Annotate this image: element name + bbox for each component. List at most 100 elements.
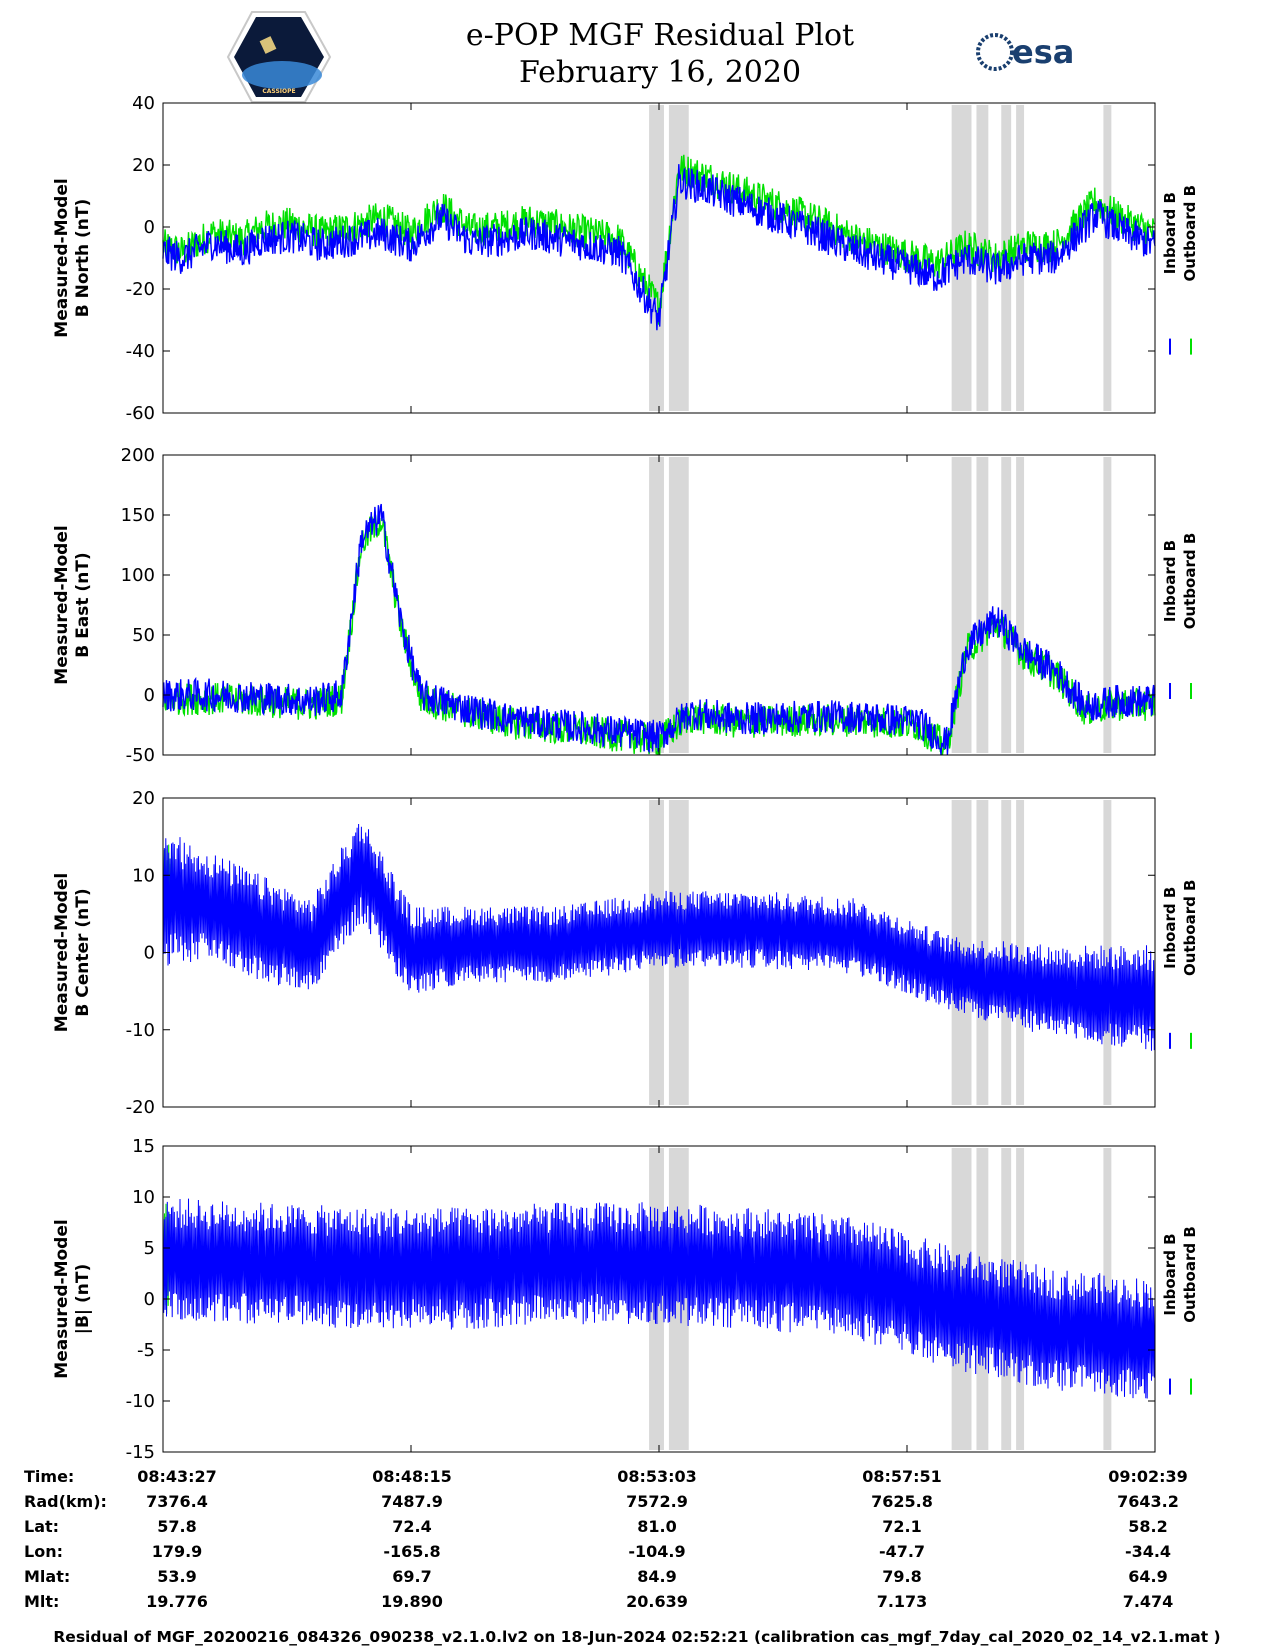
data-gap-7 [1103,105,1112,411]
x-tick-label-time: 08:43:27 [137,1467,217,1486]
data-gap-1 [649,457,664,753]
y-tick-label: -5 [137,1340,155,1361]
legend: Inboard B Outboard B [1161,879,1199,1049]
y-tick-label: -60 [126,403,155,424]
series-inboard-line [162,1198,1156,1399]
legend-inboard-label: Inboard B [1161,887,1179,969]
table-row-label: Rad(km): [24,1492,107,1511]
data-gap-3 [951,800,972,1105]
y-tick-label: -10 [126,1391,155,1412]
data-gap-5 [1001,800,1012,1105]
table-cell: 69.7 [392,1567,431,1586]
table-cell: 84.9 [637,1567,676,1586]
table-cell: -104.9 [628,1542,685,1561]
data-gap-2 [668,800,689,1105]
data-gap-2 [668,1148,689,1450]
legend-outboard-label: Outboard B [1181,533,1199,630]
table-cell: 7643.2 [1117,1492,1179,1511]
y-axis-label-line1: Measured-Model [52,178,72,337]
table-cell: 53.9 [157,1567,196,1586]
chart-title-line1: e-POP MGF Residual Plot [466,18,854,53]
data-gap-2 [668,105,689,411]
table-row-label: Lat: [24,1517,59,1536]
legend: Inboard B Outboard B [1161,533,1199,699]
y-axis-label-line1: Measured-Model [52,1219,72,1378]
footer-caption: Residual of MGF_20200216_084326_090238_v… [53,1628,1220,1646]
esa-logo: esa [976,33,1074,71]
series-inboard-line [162,503,1156,755]
table-cell: -34.4 [1125,1542,1171,1561]
data-gap-3 [951,457,972,753]
table-cell: 7487.9 [381,1492,443,1511]
table-cell: -165.8 [383,1542,440,1561]
data-gap-1 [649,105,664,411]
data-gap-2 [668,457,689,753]
y-axis-label-line1: Measured-Model [52,525,72,684]
esa-logo-text: esa [1012,33,1074,71]
y-tick-label: -20 [126,1097,155,1118]
x-tick-label-time: 08:53:03 [617,1467,697,1486]
table-cell: 72.4 [392,1517,431,1536]
table-cell: 7625.8 [871,1492,933,1511]
table-row-label: Time: [24,1467,74,1486]
legend-outboard-label: Outboard B [1181,185,1199,282]
panel-2: 200 150 100 50 0 -50 Measured-Model B East (nT)… [52,445,1199,766]
y-axis-label-line2: B East (nT) [73,552,93,657]
legend: Inboard B Outboard B [1161,1226,1199,1395]
table-cell: 58.2 [1128,1517,1167,1536]
table-cell: -47.7 [879,1542,925,1561]
legend-inboard-label: Inboard B [1161,540,1179,622]
table-cell: 7376.4 [146,1492,208,1511]
y-tick-label: 5 [144,1238,155,1259]
table-cell: 19.890 [381,1592,443,1611]
y-tick-label: -40 [126,341,155,362]
series-inboard-line [162,823,1156,1051]
y-axis-label-line2: |B| (nT) [73,1264,93,1335]
y-tick-label: -20 [126,279,155,300]
y-tick-label: 0 [144,1289,155,1310]
y-tick-label: 15 [132,1136,155,1157]
table-row-label: Mlt: [24,1592,59,1611]
y-tick-label: -10 [126,1020,155,1041]
data-gap-6 [1016,800,1025,1105]
y-tick-label: 0 [144,685,155,706]
y-axis-label-line1: Measured-Model [52,873,72,1032]
table-row-label: Mlat: [24,1567,70,1586]
table-cell: 7.173 [877,1592,928,1611]
y-tick-label: 0 [144,217,155,238]
panel-4: 15 10 5 0 -5 -10 -15 Measured-Model |B| (nT) Inbo… [52,1136,1199,1463]
y-tick-label: 20 [132,788,155,809]
table-cell: 19.776 [146,1592,208,1611]
table-cell: 57.8 [157,1517,196,1536]
x-tick-label-time: 09:02:39 [1108,1467,1188,1486]
y-tick-label: 10 [132,865,155,886]
legend: Inboard B Outboard B [1161,185,1199,355]
data-gap-7 [1103,457,1112,753]
table-cell: 81.0 [637,1517,676,1536]
data-gap-5 [1001,457,1012,753]
y-tick-label: 20 [132,155,155,176]
table-cell: 179.9 [152,1542,203,1561]
table-cell: 79.8 [882,1567,921,1586]
table-cell: 72.1 [882,1517,921,1536]
panel-1: 40 20 0 -20 -40 -60 Measured-Model B North (nT)… [52,93,1199,424]
y-tick-label: 200 [121,445,155,466]
data-gap-7 [1103,800,1112,1105]
x-tick-label-time: 08:57:51 [862,1467,942,1486]
legend-outboard-label: Outboard B [1181,879,1199,976]
series-inboard-line [162,164,1156,331]
y-tick-label: 150 [121,505,155,526]
y-tick-label: 10 [132,1187,155,1208]
chart-title-line2: February 16, 2020 [519,55,801,90]
cassiope-logo-text: CASSIOPE [262,88,295,95]
table-cell: 7.474 [1123,1592,1174,1611]
y-tick-label: -50 [126,745,155,766]
data-gap-4 [976,457,989,753]
data-gap-7 [1103,1148,1112,1450]
y-tick-label: -15 [126,1442,155,1463]
table-cell: 64.9 [1128,1567,1167,1586]
y-axis-label-line2: B Center (nT) [73,888,93,1016]
y-tick-label: 0 [144,943,155,964]
y-axis-label-line2: B North (nT) [73,199,93,318]
